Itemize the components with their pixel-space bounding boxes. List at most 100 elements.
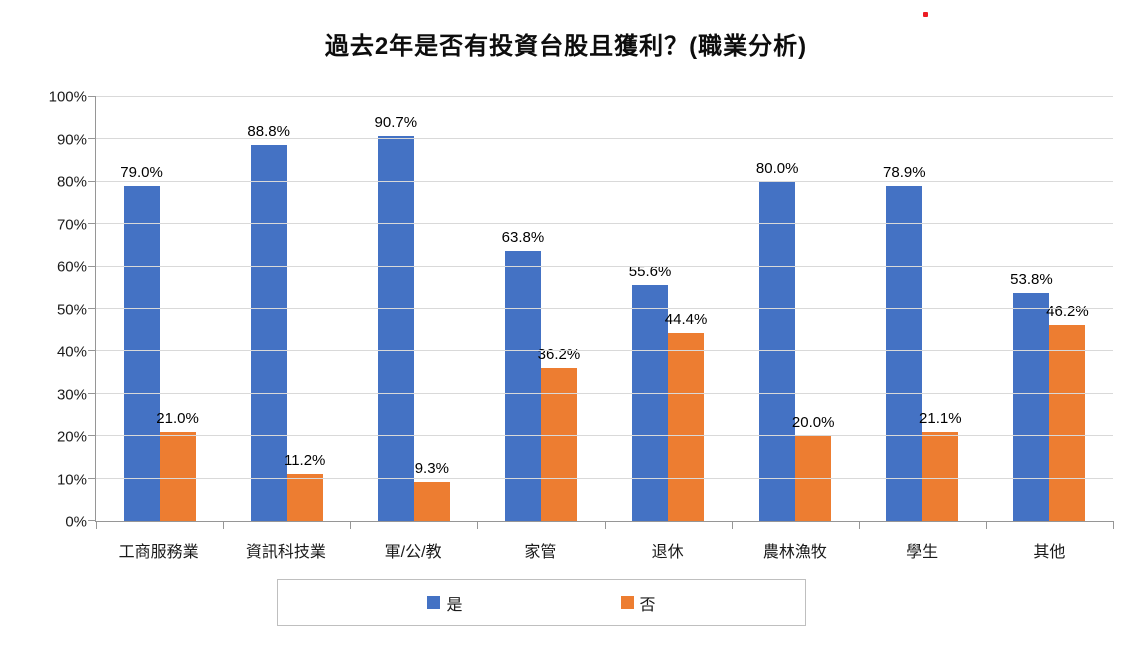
y-axis-tick-label: 90% [56, 131, 87, 148]
bar-group: 53.8% 46.2% [986, 97, 1113, 521]
y-axis-tick-label: 0% [65, 513, 87, 531]
y-axis-tick [88, 138, 96, 140]
legend: 是 否 [277, 579, 806, 626]
bar-value-label: 21.0% [156, 409, 199, 427]
x-axis-category-label: 工商服務業 [118, 544, 199, 561]
bar-group: 80.0% 20.0% [732, 97, 859, 521]
bar-否-軍/公/教: 9.3% [413, 461, 450, 521]
y-axis-tick [88, 308, 96, 309]
y-axis-tick [88, 96, 96, 97]
legend-item-no: 否 [620, 591, 656, 615]
bar-value-label: 46.2% [1046, 303, 1089, 321]
y-axis-tick [88, 180, 96, 182]
gridline [96, 265, 1113, 267]
bar-value-label: 53.8% [1010, 270, 1053, 288]
legend-label-yes: 是 [446, 596, 463, 614]
bar-value-label: 80.0% [755, 159, 799, 177]
y-axis-tick-label: 80% [56, 173, 87, 191]
y-axis-tick [88, 350, 96, 352]
x-axis-tick [350, 521, 352, 529]
bar-是-學生: 78.9% [883, 165, 926, 521]
y-axis-tick [88, 265, 96, 267]
x-axis-tick [1113, 521, 1114, 529]
bar-value-label: 44.4% [664, 310, 708, 328]
bar-是-軍/公/教: 90.7% [375, 115, 417, 521]
x-axis-tick [477, 521, 479, 529]
x-axis-tick [985, 521, 987, 529]
bar-否-其他: 46.2% [1046, 304, 1089, 521]
y-axis-tick-label: 30% [56, 386, 87, 403]
gridline [96, 392, 1113, 394]
bar-value-label: 90.7% [374, 114, 418, 132]
chart-title: 過去2年是否有投資台股且獲利？(職業分析) [324, 33, 808, 60]
x-axis-category-label: 學生 [906, 544, 939, 561]
bar-是-資訊科技業: 88.8% [247, 124, 290, 521]
y-axis-tick-label: 50% [56, 301, 87, 318]
x-axis-category-label: 農林漁牧 [762, 544, 827, 561]
bar-value-label: 20.0% [791, 414, 835, 432]
y-axis-tick [88, 435, 96, 437]
bar-否-家管: 36.2% [538, 347, 580, 521]
bar-value-label: 63.8% [501, 228, 545, 246]
gridline [96, 308, 1113, 309]
gridline [96, 350, 1113, 352]
y-axis-tick [88, 223, 96, 225]
legend-swatch-yes [427, 596, 441, 609]
legend-label-no: 否 [639, 596, 656, 614]
bar-否-資訊科技業: 11.2% [284, 453, 325, 521]
bar-是-其他: 53.8% [1010, 272, 1053, 521]
bar-是-退休: 55.6% [629, 264, 671, 521]
bar-group: 88.8% 11.2% [223, 97, 350, 521]
bar-否-退休: 44.4% [665, 312, 707, 521]
bar-group: 63.8% 36.2% [477, 97, 604, 521]
bar-是-工商服務業: 79.0% [120, 165, 163, 521]
bar-value-label: 21.1% [919, 409, 962, 427]
y-axis-labels: 0% 10% 20% 30% 40% 50% 60% 70% 80% 90% 100% [0, 90, 87, 530]
bar-value-label: 11.2% [283, 451, 326, 469]
bar-是-家管: 63.8% [502, 230, 544, 521]
bar-group: 90.7% 9.3% [350, 97, 477, 521]
bar-value-label: 88.8% [247, 122, 290, 140]
x-axis-category-label: 家管 [524, 544, 557, 561]
x-axis-category-label: 退休 [651, 544, 684, 561]
y-axis-tick [88, 477, 96, 479]
x-axis-tick [223, 521, 225, 529]
bar-group: 79.0% 21.0% [96, 97, 223, 521]
gridline [96, 96, 1113, 97]
red-dot-artifact [923, 12, 928, 17]
x-axis-tick [858, 521, 860, 529]
x-axis-category-label: 軍/公/教 [384, 544, 442, 561]
legend-item-yes: 是 [427, 591, 463, 615]
bar-groups: 79.0% 21.0% 88.8% 11.2% 90.7% 9.3% 63.8% 36.2% 5… [96, 97, 1113, 521]
bar-value-label: 55.6% [628, 263, 672, 281]
y-axis-tick [88, 520, 96, 521]
gridline [96, 435, 1113, 437]
y-axis-tick-label: 40% [56, 343, 87, 361]
plot-area: 79.0% 21.0% 88.8% 11.2% 90.7% 9.3% 63.8% 36.2% 5… [88, 96, 1114, 529]
gridline [96, 223, 1113, 225]
bar-value-label: 9.3% [414, 459, 449, 477]
gridline [96, 138, 1113, 140]
x-axis-labels: 工商服務業 資訊科技業 軍/公/教 家管 退休 農林漁牧 學生 其他 [95, 538, 1113, 562]
y-axis-tick-label: 60% [56, 258, 87, 276]
bar-value-label: 36.2% [537, 345, 581, 363]
bar-value-label: 78.9% [883, 164, 926, 182]
x-axis-category-label: 其他 [1033, 544, 1066, 561]
bar-否-學生: 21.1% [919, 411, 962, 521]
y-axis-tick-label: 100% [48, 88, 87, 106]
bar-group: 55.6% 44.4% [605, 97, 732, 521]
y-axis-tick-label: 70% [56, 216, 87, 233]
y-axis-tick-label: 20% [56, 428, 87, 446]
x-axis-tick [604, 521, 606, 529]
gridline [96, 180, 1113, 182]
bar-是-農林漁牧: 80.0% [756, 161, 798, 521]
y-axis-tick-label: 10% [56, 471, 87, 488]
x-axis-tick [96, 521, 97, 529]
gridline [96, 477, 1113, 479]
bar-value-label: 79.0% [120, 164, 163, 182]
bar-否-工商服務業: 21.0% [156, 411, 199, 521]
bar-group: 78.9% 21.1% [859, 97, 986, 521]
y-axis-tick [88, 392, 96, 394]
legend-swatch-no [620, 596, 634, 609]
